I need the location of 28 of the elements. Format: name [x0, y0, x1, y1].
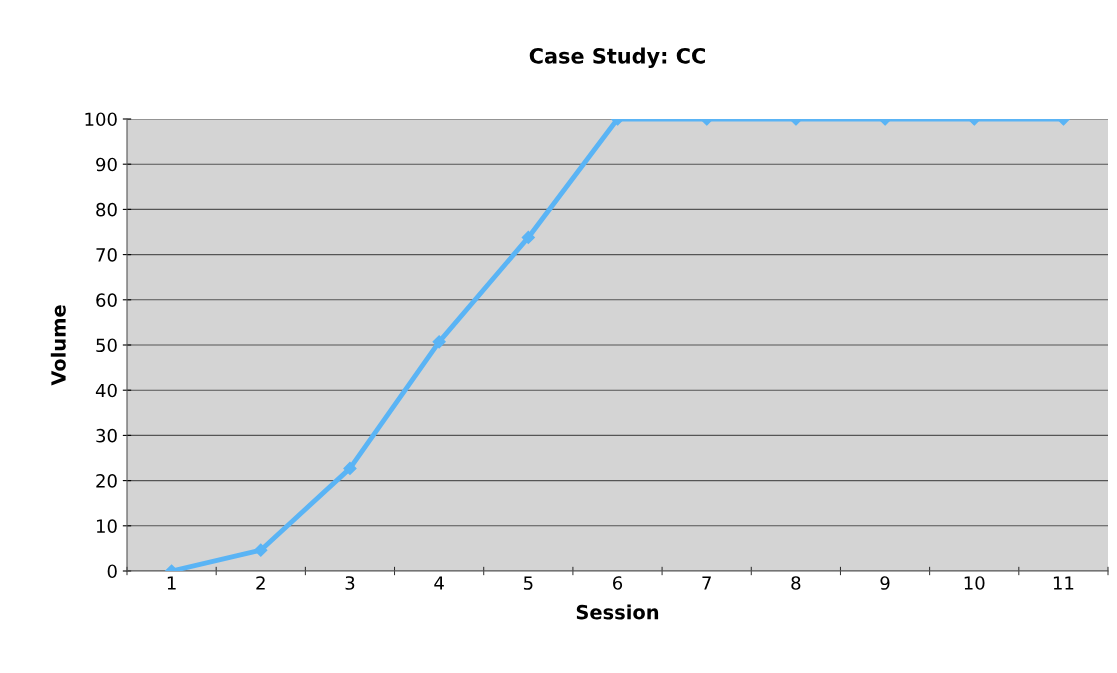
y-tick-label: 70 [96, 248, 117, 262]
x-tick-label: 6 [613, 576, 623, 590]
x-tick-label: 11 [1053, 576, 1074, 590]
x-tick-label: 5 [523, 576, 533, 590]
y-tick-label: 10 [96, 519, 117, 533]
point [521, 230, 535, 245]
y-tick-label: 90 [96, 157, 117, 172]
x-tick-label: 1 [167, 576, 176, 590]
y-tick-label: 40 [95, 383, 117, 398]
y-tick-label: 30 [96, 428, 117, 443]
x-tick-label: 4 [434, 576, 444, 590]
point [432, 335, 446, 349]
x-tick-label: 2 [256, 576, 265, 590]
point [343, 461, 357, 475]
y-tick-label: 60 [96, 293, 117, 307]
x-tick-label: 9 [880, 576, 890, 590]
y-tick-label: 20 [96, 474, 117, 488]
chart-title: Case Study: CC [529, 47, 705, 68]
y-tick-label: 0 [107, 564, 117, 579]
x-tick-label: 10 [964, 576, 985, 590]
y-tick-label: 50 [96, 338, 117, 353]
y-tick-label: 100 [85, 112, 117, 127]
x-tick-label: 3 [345, 576, 355, 590]
y-tick-label: 80 [96, 202, 117, 217]
x-tick-label: 8 [791, 576, 801, 590]
x-axis-title: Session [576, 604, 659, 620]
y-axis-title: Volume [50, 305, 66, 386]
x-tick-label: 7 [702, 576, 711, 590]
